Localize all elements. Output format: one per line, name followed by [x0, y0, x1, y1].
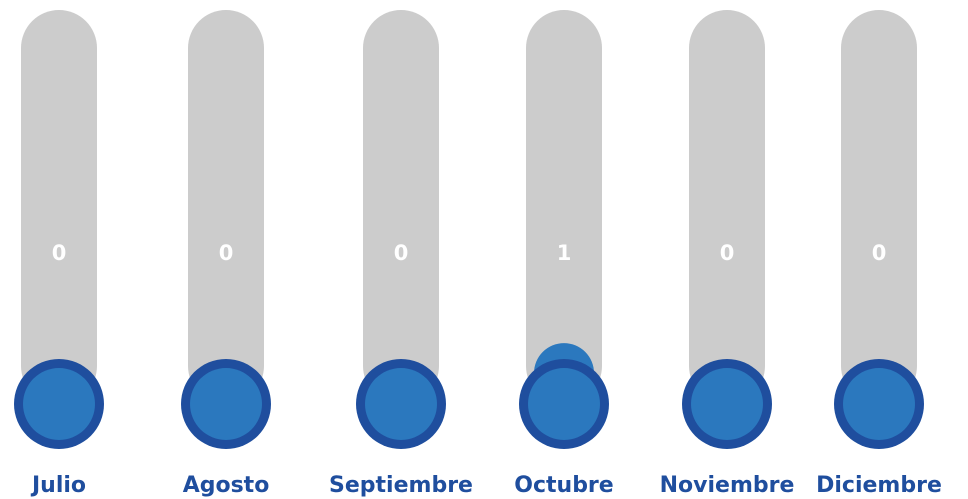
category-label-septiembre: Septiembre [329, 473, 473, 498]
value-label-agosto: 0 [219, 241, 234, 265]
bulb-julio [23, 368, 95, 440]
category-label-octubre: Octubre [514, 473, 613, 498]
bulb-agosto [190, 368, 262, 440]
bulb-septiembre [365, 368, 437, 440]
track-agosto [188, 10, 264, 404]
category-label-agosto: Agosto [183, 473, 270, 498]
track-diciembre [841, 10, 917, 404]
value-label-octubre: 1 [557, 241, 572, 265]
bulb-noviembre [691, 368, 763, 440]
value-label-julio: 0 [52, 241, 67, 265]
category-label-noviembre: Noviembre [660, 473, 795, 498]
category-label-diciembre: Diciembre [816, 473, 942, 498]
bulb-diciembre [843, 368, 915, 440]
track-julio [21, 10, 97, 404]
value-label-septiembre: 0 [394, 241, 409, 265]
track-septiembre [363, 10, 439, 404]
bulb-octubre [528, 368, 600, 440]
track-noviembre [689, 10, 765, 404]
track-octubre [526, 10, 602, 404]
value-label-noviembre: 0 [720, 241, 735, 265]
value-label-diciembre: 0 [872, 241, 887, 265]
category-label-julio: Julio [30, 473, 86, 498]
